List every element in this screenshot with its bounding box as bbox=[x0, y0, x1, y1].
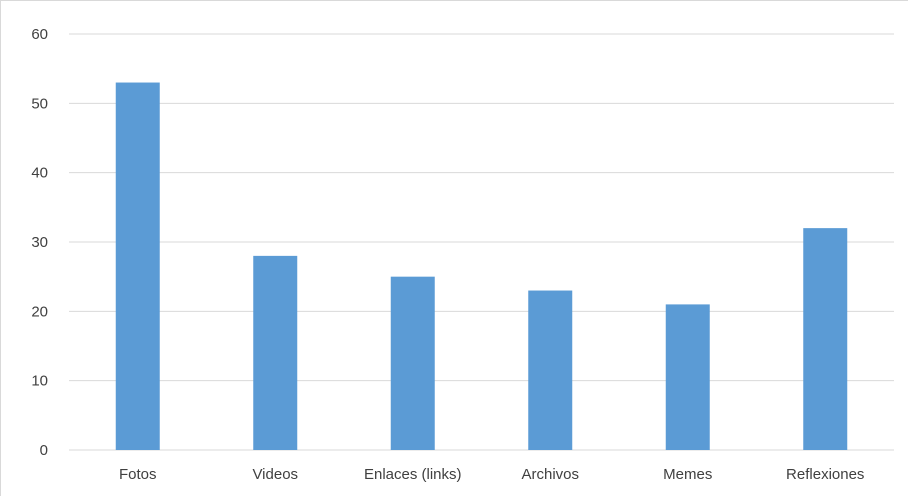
y-tick-label: 50 bbox=[31, 95, 48, 112]
y-tick-label: 0 bbox=[40, 442, 48, 459]
x-axis-category-labels: Fotos Videos Enlaces (links) Archivos Memes R… bbox=[119, 466, 864, 483]
x-tick-label: Fotos bbox=[119, 466, 157, 483]
x-tick-label: Videos bbox=[252, 466, 298, 483]
y-tick-label: 40 bbox=[31, 165, 48, 182]
bar bbox=[803, 228, 848, 450]
bar bbox=[390, 276, 435, 450]
x-tick-label: Archivos bbox=[521, 466, 579, 483]
x-tick-label: Memes bbox=[663, 466, 712, 483]
bar bbox=[665, 304, 710, 450]
y-tick-label: 10 bbox=[31, 373, 48, 390]
bars bbox=[115, 82, 848, 451]
bar bbox=[528, 290, 573, 450]
bar bbox=[115, 82, 160, 451]
x-tick-label: Reflexiones bbox=[786, 466, 864, 483]
y-tick-label: 20 bbox=[31, 303, 48, 320]
gridlines bbox=[69, 33, 894, 451]
y-tick-label: 60 bbox=[31, 26, 48, 43]
y-tick-label: 30 bbox=[31, 234, 48, 251]
x-tick-label: Enlaces (links) bbox=[364, 466, 462, 483]
y-axis-tick-labels: 0 10 20 30 40 50 60 bbox=[31, 26, 48, 459]
bar bbox=[253, 255, 298, 450]
